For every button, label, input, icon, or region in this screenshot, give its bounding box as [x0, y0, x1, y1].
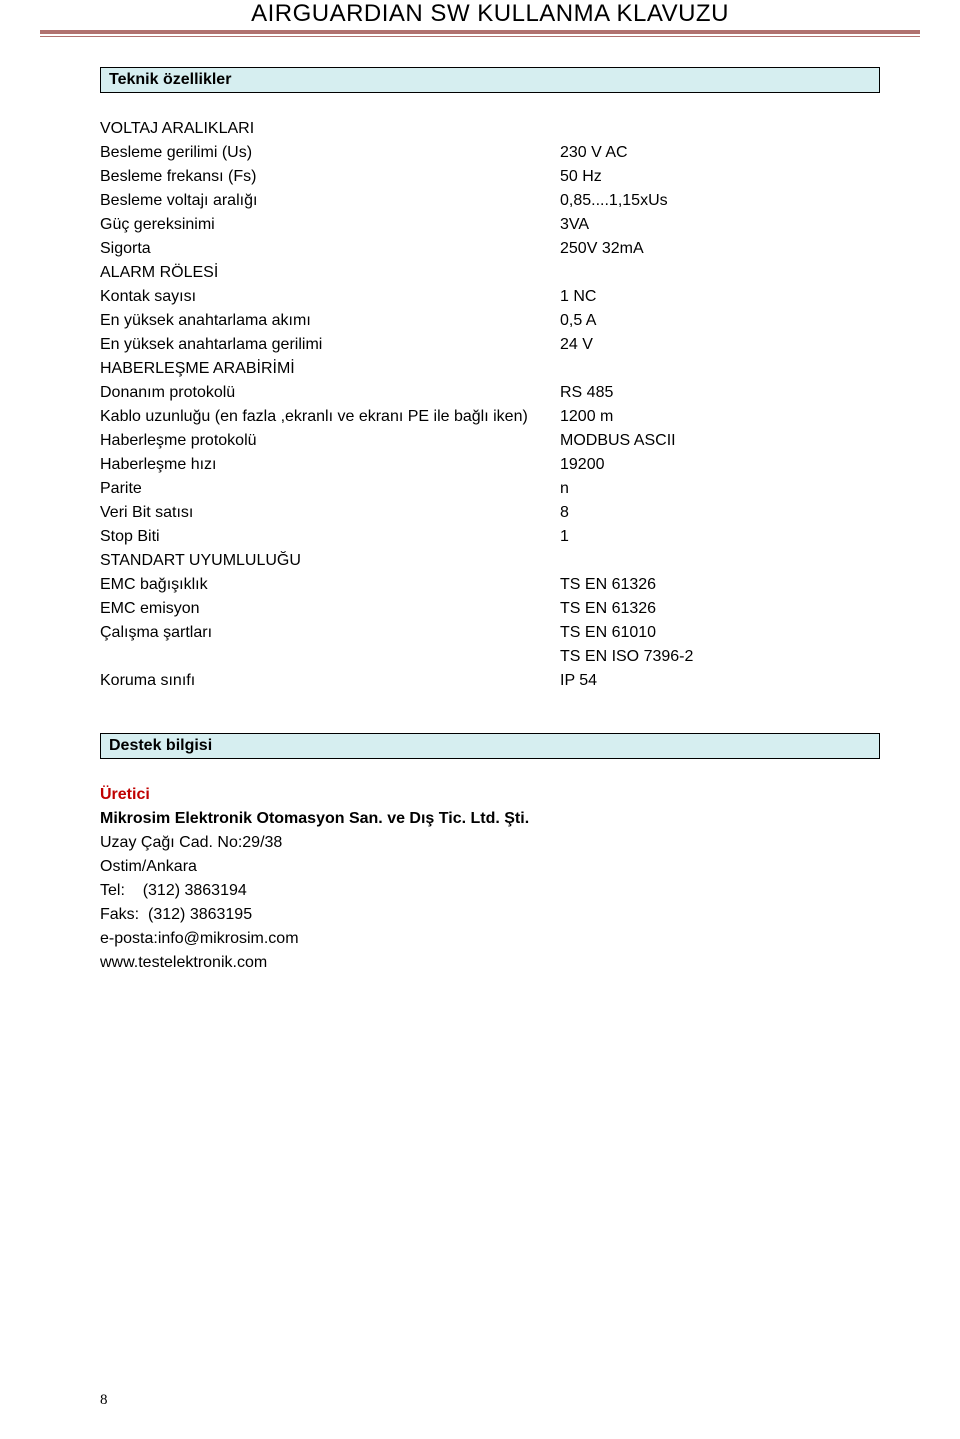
- spec-group-head: STANDART UYUMLULUĞU: [100, 549, 880, 573]
- spec-label: Güç gereksinimi: [100, 213, 560, 237]
- spec-label: Donanım protokolü: [100, 381, 560, 405]
- spec-value: 1 NC: [560, 285, 880, 309]
- address-line: Ostim/Ankara: [100, 855, 880, 879]
- fax-label: Faks:: [100, 906, 139, 923]
- table-row: Kontak sayısı1 NC: [100, 285, 880, 309]
- table-row: Sigorta250V 32mA: [100, 237, 880, 261]
- spec-label: Çalışma şartları: [100, 621, 560, 645]
- group-head-comm: HABERLEŞME ARABİRİMİ: [100, 357, 880, 381]
- spec-label: Veri Bit satısı: [100, 501, 560, 525]
- spec-value: 24 V: [560, 333, 880, 357]
- spec-group-head: HABERLEŞME ARABİRİMİ: [100, 357, 880, 381]
- table-row: En yüksek anahtarlama gerilimi24 V: [100, 333, 880, 357]
- spec-value: TS EN 61326: [560, 597, 880, 621]
- spec-label: Stop Biti: [100, 525, 560, 549]
- spec-label: Haberleşme protokolü: [100, 429, 560, 453]
- spec-value: 8: [560, 501, 880, 525]
- section-heading-tech-specs: Teknik özellikler: [100, 67, 880, 93]
- table-row: TS EN ISO 7396-2: [100, 645, 880, 669]
- producer-label: Üretici: [100, 783, 880, 807]
- spec-table: VOLTAJ ARALIKLARI Besleme gerilimi (Us)2…: [100, 117, 880, 693]
- table-row: En yüksek anahtarlama akımı0,5 A: [100, 309, 880, 333]
- spec-value: 0,5 A: [560, 309, 880, 333]
- header-rule-thick: [40, 30, 920, 34]
- table-row: Haberleşme hızı19200: [100, 453, 880, 477]
- spec-label: Koruma sınıfı: [100, 669, 560, 693]
- section-heading-support: Destek bilgisi: [100, 733, 880, 759]
- spec-value: TS EN 61326: [560, 573, 880, 597]
- table-row: Pariten: [100, 477, 880, 501]
- table-row: Besleme frekansı (Fs)50 Hz: [100, 165, 880, 189]
- spec-label: Parite: [100, 477, 560, 501]
- spec-value: 0,85....1,15xUs: [560, 189, 880, 213]
- spec-value: 230 V AC: [560, 141, 880, 165]
- spec-value: 250V 32mA: [560, 237, 880, 261]
- table-row: Kablo uzunluğu (en fazla ,ekranlı ve ekr…: [100, 405, 880, 429]
- table-row: EMC emisyonTS EN 61326: [100, 597, 880, 621]
- spec-group-head: VOLTAJ ARALIKLARI: [100, 117, 880, 141]
- spec-value: n: [560, 477, 880, 501]
- group-head-alarm: ALARM RÖLESİ: [100, 261, 880, 285]
- spec-group-head: ALARM RÖLESİ: [100, 261, 880, 285]
- group-head-standards: STANDART UYUMLULUĞU: [100, 549, 880, 573]
- spec-label: Besleme gerilimi (Us): [100, 141, 560, 165]
- address-line: Uzay Çağı Cad. No:29/38: [100, 831, 880, 855]
- spec-label: [100, 645, 560, 669]
- spec-value: RS 485: [560, 381, 880, 405]
- table-row: Veri Bit satısı8: [100, 501, 880, 525]
- spec-value: 19200: [560, 453, 880, 477]
- fax-value: (312) 3863195: [148, 906, 252, 923]
- table-row: Çalışma şartlarıTS EN 61010: [100, 621, 880, 645]
- tel-line: Tel: (312) 3863194: [100, 879, 880, 903]
- support-info: Üretici Mikrosim Elektronik Otomasyon Sa…: [100, 783, 880, 975]
- spec-label: EMC emisyon: [100, 597, 560, 621]
- table-row: Koruma sınıfıIP 54: [100, 669, 880, 693]
- table-row: Besleme gerilimi (Us)230 V AC: [100, 141, 880, 165]
- spec-value: TS EN ISO 7396-2: [560, 645, 880, 669]
- table-row: Donanım protokolüRS 485: [100, 381, 880, 405]
- spec-label: En yüksek anahtarlama akımı: [100, 309, 560, 333]
- company-name: Mikrosim Elektronik Otomasyon San. ve Dı…: [100, 807, 880, 831]
- page: AIRGUARDIAN SW KULLANMA KLAVUZU Teknik ö…: [0, 0, 960, 1439]
- tel-label: Tel:: [100, 882, 125, 899]
- spec-value: 50 Hz: [560, 165, 880, 189]
- spec-value: 3VA: [560, 213, 880, 237]
- group-head-voltage: VOLTAJ ARALIKLARI: [100, 117, 880, 141]
- spec-value: IP 54: [560, 669, 880, 693]
- spec-label: EMC bağışıklık: [100, 573, 560, 597]
- table-row: Haberleşme protokolüMODBUS ASCII: [100, 429, 880, 453]
- spec-label: Haberleşme hızı: [100, 453, 560, 477]
- spec-label: Kontak sayısı: [100, 285, 560, 309]
- page-number: 8: [100, 1392, 108, 1409]
- spec-value: 1200 m: [560, 405, 880, 429]
- spec-value: TS EN 61010: [560, 621, 880, 645]
- spec-value: 1: [560, 525, 880, 549]
- table-row: Stop Biti1: [100, 525, 880, 549]
- spec-label: Besleme voltajı aralığı: [100, 189, 560, 213]
- spec-label: Kablo uzunluğu (en fazla ,ekranlı ve ekr…: [100, 405, 560, 429]
- table-row: EMC bağışıklıkTS EN 61326: [100, 573, 880, 597]
- document-title: AIRGUARDIAN SW KULLANMA KLAVUZU: [100, 0, 880, 28]
- web-line: www.testelektronik.com: [100, 951, 880, 975]
- spec-label: En yüksek anahtarlama gerilimi: [100, 333, 560, 357]
- table-row: Güç gereksinimi3VA: [100, 213, 880, 237]
- tel-value: (312) 3863194: [143, 882, 247, 899]
- spec-label: Sigorta: [100, 237, 560, 261]
- header-rule-thin: [40, 36, 920, 37]
- spec-label: Besleme frekansı (Fs): [100, 165, 560, 189]
- email-line: e-posta:info@mikrosim.com: [100, 927, 880, 951]
- fax-line: Faks: (312) 3863195: [100, 903, 880, 927]
- table-row: Besleme voltajı aralığı0,85....1,15xUs: [100, 189, 880, 213]
- spec-value: MODBUS ASCII: [560, 429, 880, 453]
